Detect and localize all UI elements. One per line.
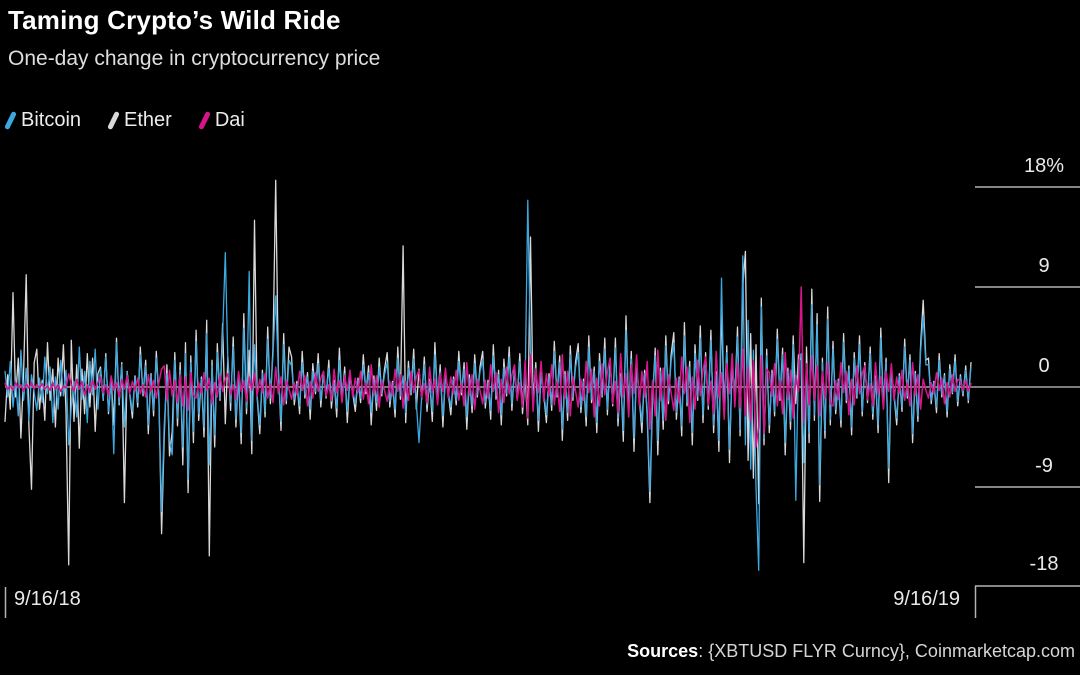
legend-label-ether: Ether xyxy=(124,109,172,131)
dai-line xyxy=(4,286,972,448)
series-lines xyxy=(4,179,972,571)
page-title: Taming Crypto’s Wild Ride xyxy=(8,5,341,35)
legend-item-dai: Dai xyxy=(197,109,245,132)
source-note: Sources: {XBTUSD FLYR Curncy}, Coinmarke… xyxy=(627,641,1075,662)
source-note-label: Sources xyxy=(627,641,699,661)
legend: Bitcoin Ether Dai xyxy=(4,109,245,132)
legend-item-bitcoin: Bitcoin xyxy=(4,109,82,132)
y-axis-label-0: 0 xyxy=(1038,355,1050,377)
legend-label-dai: Dai xyxy=(214,109,245,131)
x-axis-label-start: 9/16/18 xyxy=(14,588,81,610)
y-axis-label-9: 9 xyxy=(1038,255,1050,277)
y-axis-label-neg9: -9 xyxy=(1035,455,1053,477)
source-note-text: : {XBTUSD FLYR Curncy}, Coinmarketcap.co… xyxy=(698,641,1075,661)
legend-label-bitcoin: Bitcoin xyxy=(21,109,82,131)
page-subtitle: One-day change in cryptocurrency price xyxy=(8,47,381,70)
y-axis-label-18pct: 18% xyxy=(1023,155,1065,177)
x-axis-label-end: 9/16/19 xyxy=(893,588,960,610)
legend-item-ether: Ether xyxy=(107,109,172,132)
y-axis-label-neg18: -18 xyxy=(1029,553,1059,575)
